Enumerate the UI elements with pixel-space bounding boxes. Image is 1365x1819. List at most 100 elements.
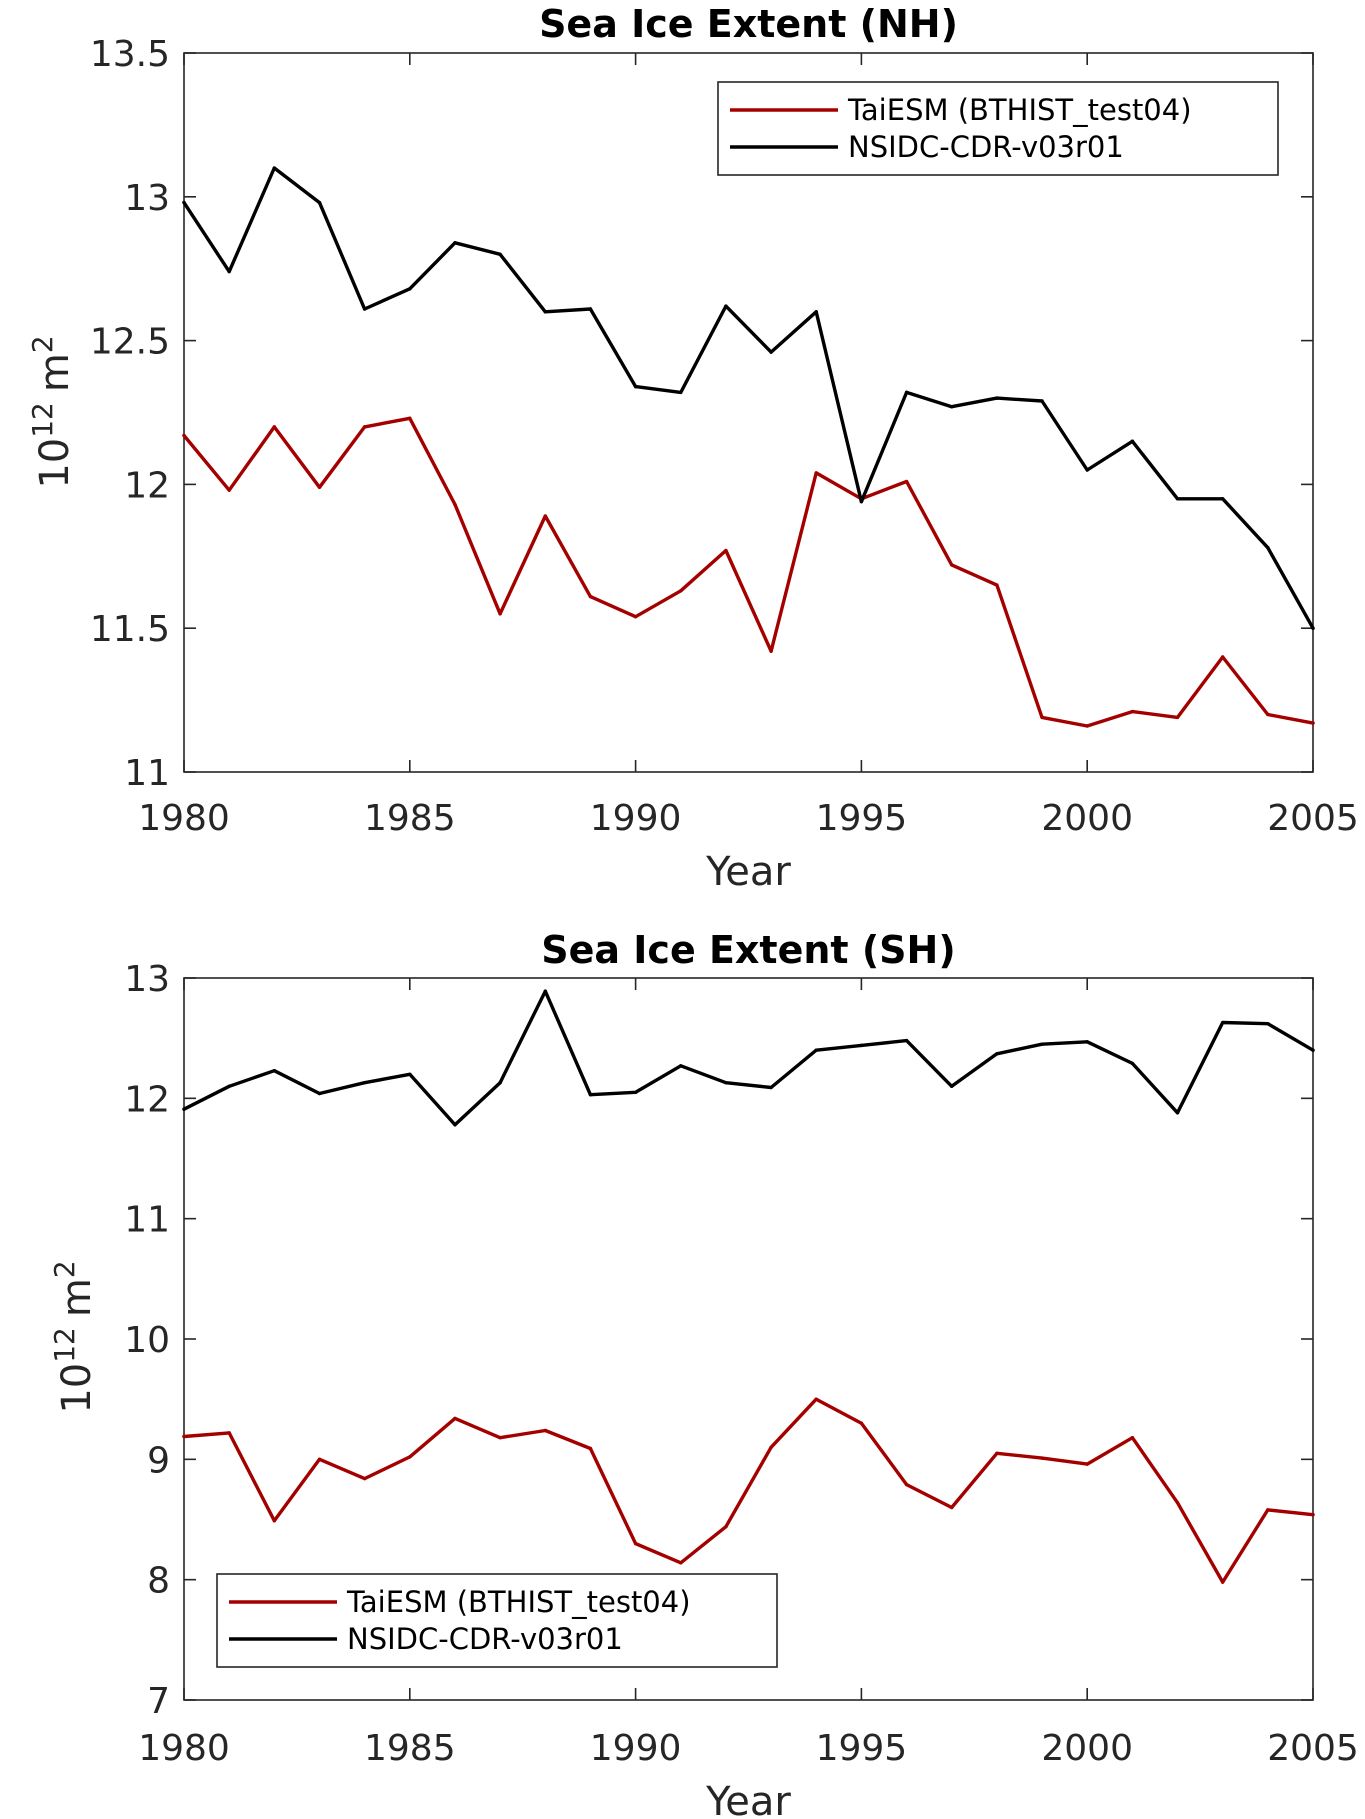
y-axis-label-exponent: 12 <box>48 1327 81 1363</box>
data-point <box>859 1043 864 1048</box>
data-point <box>769 649 773 653</box>
data-point <box>588 1446 593 1451</box>
data-point <box>1311 1512 1315 1517</box>
legend-box <box>717 81 1279 176</box>
data-point <box>1266 1022 1270 1026</box>
data-point <box>1266 1508 1270 1512</box>
legend-label-1: TaiESM (BTHIST_test04) <box>847 93 1192 127</box>
y-axis-label-unit: m <box>54 1278 100 1317</box>
y-tick-label: 13 <box>124 178 170 219</box>
data-point <box>1175 1111 1180 1115</box>
data-point <box>724 1080 728 1085</box>
data-point <box>453 1123 457 1127</box>
data-point <box>227 1431 231 1435</box>
data-point <box>272 166 277 170</box>
data-point <box>272 425 277 429</box>
chart-panel-2: Sea Ice Extent (SH) 1980 1985 1990 1995 2000 2… <box>48 928 1359 1819</box>
data-point <box>814 471 818 475</box>
data-point <box>859 499 864 504</box>
legend: TaiESM (BTHIST_test04)NSIDC-CDR-v03r01 <box>216 1573 778 1668</box>
x-tick-label: 1990 <box>590 1728 682 1769</box>
series-line-1 <box>182 1397 1315 1584</box>
data-point <box>1266 545 1270 550</box>
data-point <box>543 989 547 993</box>
series-line-2 <box>182 166 1315 630</box>
data-point <box>859 1421 864 1425</box>
y-axis-label-unit-exponent: 2 <box>26 335 59 353</box>
chart-panel-1: Sea Ice Extent (NH) 1980 1985 1990 1995 2000 2… <box>26 2 1359 895</box>
legend-box <box>216 1573 778 1668</box>
x-tick-label: 2005 <box>1267 798 1359 839</box>
data-point <box>1220 655 1225 659</box>
data-point <box>227 1084 231 1089</box>
data-point <box>1311 721 1315 725</box>
data-point <box>1040 399 1044 403</box>
y-tick-label: 11.5 <box>90 609 170 650</box>
data-point <box>588 307 593 311</box>
legend: TaiESM (BTHIST_test04)NSIDC-CDR-v03r01 <box>717 81 1279 176</box>
data-point <box>317 1457 322 1462</box>
y-axis-label-unit-exponent: 2 <box>48 1260 81 1278</box>
x-tick-label: 1985 <box>364 1728 456 1769</box>
x-tick-label: 1990 <box>590 798 682 839</box>
data-point <box>724 1525 728 1529</box>
data-point <box>272 1519 277 1523</box>
data-point <box>814 310 818 314</box>
data-point <box>633 614 638 619</box>
y-axis-label-unit: m <box>32 353 78 392</box>
chart-title: Sea Ice Extent (NH) <box>539 2 958 46</box>
data-point <box>633 1541 638 1546</box>
data-point <box>408 1455 412 1459</box>
y-axis-label: 1012 m2 <box>48 1260 100 1413</box>
y-tick-label: 12.5 <box>90 322 170 363</box>
x-tick-label: 2000 <box>1041 1728 1133 1769</box>
data-point <box>1175 1500 1180 1505</box>
data-point <box>182 1434 186 1439</box>
data-point <box>453 241 457 245</box>
legend-label-2: NSIDC-CDR-v03r01 <box>347 1622 623 1656</box>
data-point <box>408 416 412 420</box>
data-point <box>995 1052 999 1056</box>
data-point <box>498 612 502 616</box>
data-point <box>362 307 367 311</box>
data-point <box>1175 715 1180 720</box>
data-point <box>950 563 954 567</box>
data-point <box>498 252 502 257</box>
y-tick-label: 8 <box>147 1561 170 1602</box>
data-point <box>1040 715 1044 720</box>
y-tick-label: 11 <box>124 1200 170 1241</box>
data-point <box>814 1397 818 1401</box>
y-tick-label: 7 <box>147 1681 170 1722</box>
plot-area <box>183 52 1314 773</box>
data-point <box>362 1080 367 1085</box>
data-point <box>814 1048 818 1052</box>
x-axis-label: Year <box>705 849 791 895</box>
y-tick-label: 13.5 <box>90 34 170 75</box>
data-point <box>543 1428 547 1433</box>
data-point <box>272 1068 277 1073</box>
data-point <box>498 1435 502 1440</box>
data-point <box>182 1107 186 1111</box>
y-tick-label: 9 <box>147 1440 170 1481</box>
data-point <box>317 1091 322 1096</box>
data-point <box>769 350 773 354</box>
x-tick-label: 2000 <box>1041 798 1133 839</box>
data-point <box>453 502 457 507</box>
series-line-1 <box>182 416 1315 728</box>
data-point <box>679 1561 683 1565</box>
legend-label-2: NSIDC-CDR-v03r01 <box>848 130 1124 164</box>
data-point <box>904 390 909 395</box>
data-point <box>950 1084 954 1089</box>
data-point <box>950 1505 954 1510</box>
data-point <box>904 1482 909 1487</box>
data-point <box>1311 1048 1315 1052</box>
data-point <box>588 1093 593 1097</box>
x-tick-label: 2005 <box>1267 1728 1359 1769</box>
y-tick-label: 12 <box>124 1079 170 1120</box>
data-point <box>1175 497 1180 501</box>
data-point <box>1220 497 1225 501</box>
x-tick-label: 1995 <box>816 1728 908 1769</box>
data-point <box>1220 1020 1225 1025</box>
y-tick-label: 10 <box>124 1320 170 1361</box>
data-point <box>724 548 728 553</box>
